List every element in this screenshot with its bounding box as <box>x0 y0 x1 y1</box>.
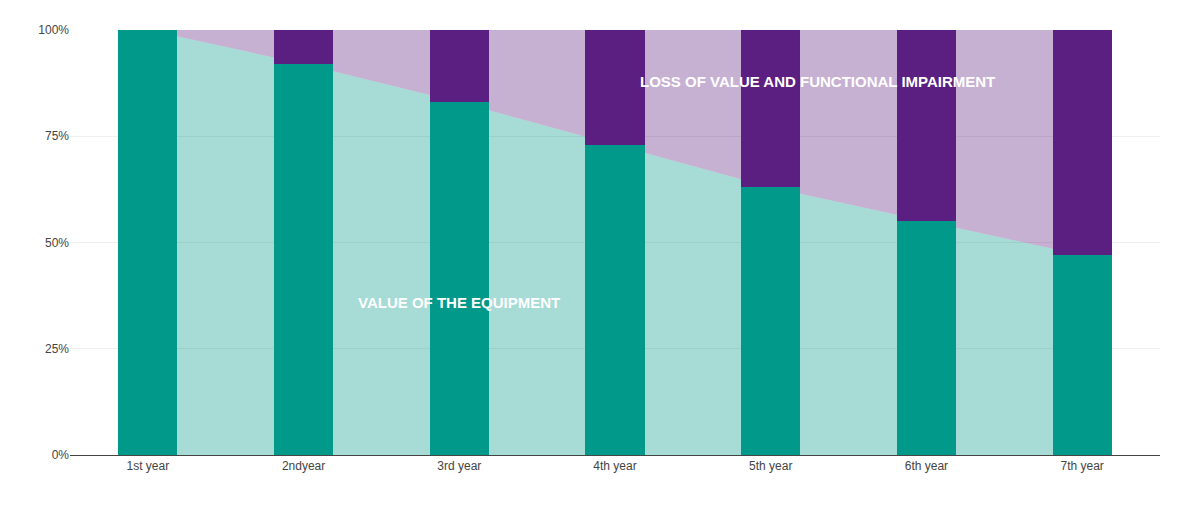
svg-text:2ndyear: 2ndyear <box>282 459 325 473</box>
svg-text:VALUE OF THE EQUIPMENT: VALUE OF THE EQUIPMENT <box>358 294 560 311</box>
svg-text:LOSS OF VALUE AND FUNCTIONAL I: LOSS OF VALUE AND FUNCTIONAL IMPAIRMENT <box>640 73 995 90</box>
svg-text:50%: 50% <box>45 236 69 250</box>
svg-text:25%: 25% <box>45 342 69 356</box>
svg-text:7th year: 7th year <box>1060 459 1103 473</box>
svg-text:1st year: 1st year <box>127 459 170 473</box>
svg-text:100%: 100% <box>38 23 69 37</box>
svg-text:4th year: 4th year <box>593 459 636 473</box>
svg-text:6th year: 6th year <box>905 459 948 473</box>
svg-text:0%: 0% <box>52 448 70 462</box>
svg-text:5th year: 5th year <box>749 459 792 473</box>
svg-text:75%: 75% <box>45 129 69 143</box>
svg-text:3rd year: 3rd year <box>437 459 481 473</box>
